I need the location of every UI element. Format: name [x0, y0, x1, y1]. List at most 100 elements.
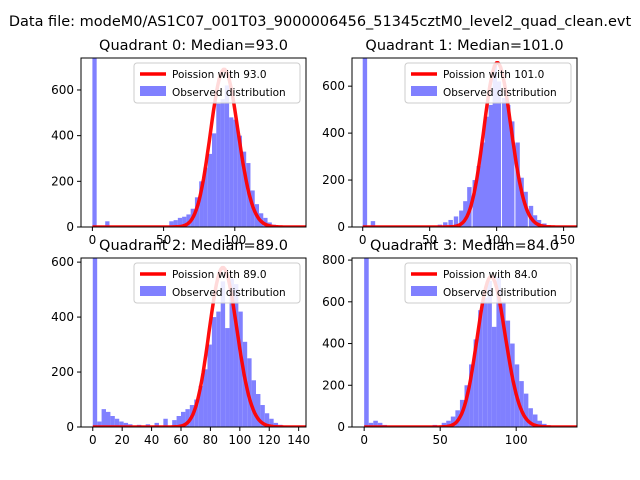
y-tick-label: 0: [337, 420, 345, 434]
histogram-bar: [185, 409, 190, 427]
histogram-bar: [482, 297, 488, 427]
x-tick-label: 20: [115, 433, 130, 447]
legend-box: [133, 62, 301, 104]
histogram-bar: [496, 276, 501, 427]
histogram-bar: [225, 328, 230, 427]
poisson-curve: [92, 67, 306, 227]
histogram-bar: [251, 380, 256, 427]
x-tick-label: 50: [422, 233, 437, 247]
poisson-curve: [362, 60, 577, 227]
x-tick-label: 150: [552, 233, 575, 247]
x-tick-label: 0: [89, 433, 97, 447]
x-tick-label: 100: [223, 233, 246, 247]
histogram-bar: [224, 85, 230, 227]
histogram-bar: [177, 217, 183, 227]
y-tick-label: 0: [66, 220, 74, 234]
x-tick-label: 100: [485, 233, 508, 247]
histogram-bar: [478, 310, 483, 427]
histogram-bar: [459, 210, 464, 227]
legend-label-poisson: Poission with 84.0: [443, 269, 538, 281]
legend-label-observed: Observed distribution: [172, 287, 286, 299]
histogram-bar: [216, 311, 221, 427]
histogram-bar: [269, 418, 274, 427]
histogram-bar: [515, 142, 520, 227]
subplot-title: Quadrant 3: Median=84.0: [370, 238, 559, 254]
histogram-bar: [181, 411, 186, 427]
histogram-bar: [106, 411, 111, 427]
histogram-bar: [463, 201, 468, 227]
histogram-bar: [487, 280, 492, 427]
x-tick-label: 40: [144, 433, 159, 447]
y-tick-label: 200: [51, 174, 74, 188]
histogram-bar: [491, 326, 497, 427]
histogram-bar: [532, 414, 538, 427]
histogram-bar: [377, 422, 383, 427]
x-tick-label: 0: [360, 433, 368, 447]
legend-bar-swatch: [411, 286, 437, 296]
y-tick-label: 400: [51, 310, 74, 324]
histogram-bar: [273, 422, 279, 427]
y-tick-label: 0: [337, 220, 345, 234]
histogram-bar: [169, 221, 174, 227]
histogram-bar: [476, 165, 481, 227]
legend-label-observed: Observed distribution: [172, 87, 286, 99]
histogram-bar: [123, 422, 129, 427]
x-tick-label: 50: [156, 233, 171, 247]
histogram-bar: [473, 339, 479, 427]
y-tick-label: 600: [51, 255, 74, 269]
histogram-bar: [537, 420, 543, 427]
histogram-bar: [194, 399, 199, 427]
x-tick-label: 120: [258, 433, 281, 447]
legend: Poission with 89.0 Observed distribution: [133, 262, 301, 304]
histogram-bar: [182, 216, 187, 227]
histogram-bar: [154, 422, 159, 427]
histogram-bar: [492, 65, 498, 227]
y-tick-label: 0: [66, 420, 74, 434]
histogram-bar: [119, 421, 124, 427]
histogram-bar: [450, 416, 456, 427]
plot-area: [92, 258, 306, 427]
legend-label-poisson: Poission with 101.0: [443, 69, 544, 81]
poisson-curve: [92, 265, 306, 427]
histogram-bar: [446, 420, 451, 427]
histogram-bar: [484, 116, 490, 227]
histogram-bar: [173, 220, 178, 227]
subplot-1: 0 50 100 150 0 200 400 600 Quadrant 1: Median=10…: [322, 38, 578, 247]
x-tick-label: 60: [173, 433, 188, 447]
plot-area: [92, 58, 306, 227]
histogram-bar: [505, 320, 511, 427]
x-tick-label: 140: [287, 433, 310, 447]
subplot-title: Quadrant 1: Median=101.0: [365, 38, 563, 54]
subplot-0: 0 50 100 0 200 400 600 Quadrant 0: Median=93.0 P…: [51, 38, 307, 247]
histogram-bar: [502, 97, 507, 227]
axes-frame: [80, 57, 307, 228]
histogram-bar: [506, 104, 511, 227]
histogram-bar: [198, 385, 204, 427]
y-tick-label: 800: [322, 253, 345, 267]
histogram-bar: [523, 393, 529, 427]
subplot-title: Quadrant 0: Median=93.0: [99, 38, 288, 54]
legend-box: [133, 262, 301, 304]
histogram-bar: [496, 81, 502, 227]
legend-label-observed: Observed distribution: [443, 287, 557, 299]
y-tick-label: 400: [322, 337, 345, 351]
histogram-bar: [464, 385, 470, 427]
legend-label-poisson: Poission with 89.0: [172, 269, 267, 281]
y-tick-label: 400: [51, 129, 74, 143]
x-tick-label: 50: [433, 433, 448, 447]
legend: Poission with 101.0 Observed distribution: [404, 62, 572, 104]
x-tick-label: 0: [359, 233, 367, 247]
histogram-bar: [220, 99, 225, 227]
legend-label-observed: Observed distribution: [443, 87, 557, 99]
y-tick-label: 200: [322, 378, 345, 392]
y-tick-label: 200: [51, 365, 74, 379]
histogram-bar: [207, 153, 213, 227]
histogram-bar: [233, 284, 239, 427]
x-tick-label: 80: [203, 433, 218, 447]
histogram-bar: [500, 301, 506, 427]
histogram-bar: [469, 364, 474, 427]
histogram-bar: [519, 381, 524, 427]
histogram-bar: [97, 421, 102, 427]
histogram-bar: [105, 221, 110, 227]
